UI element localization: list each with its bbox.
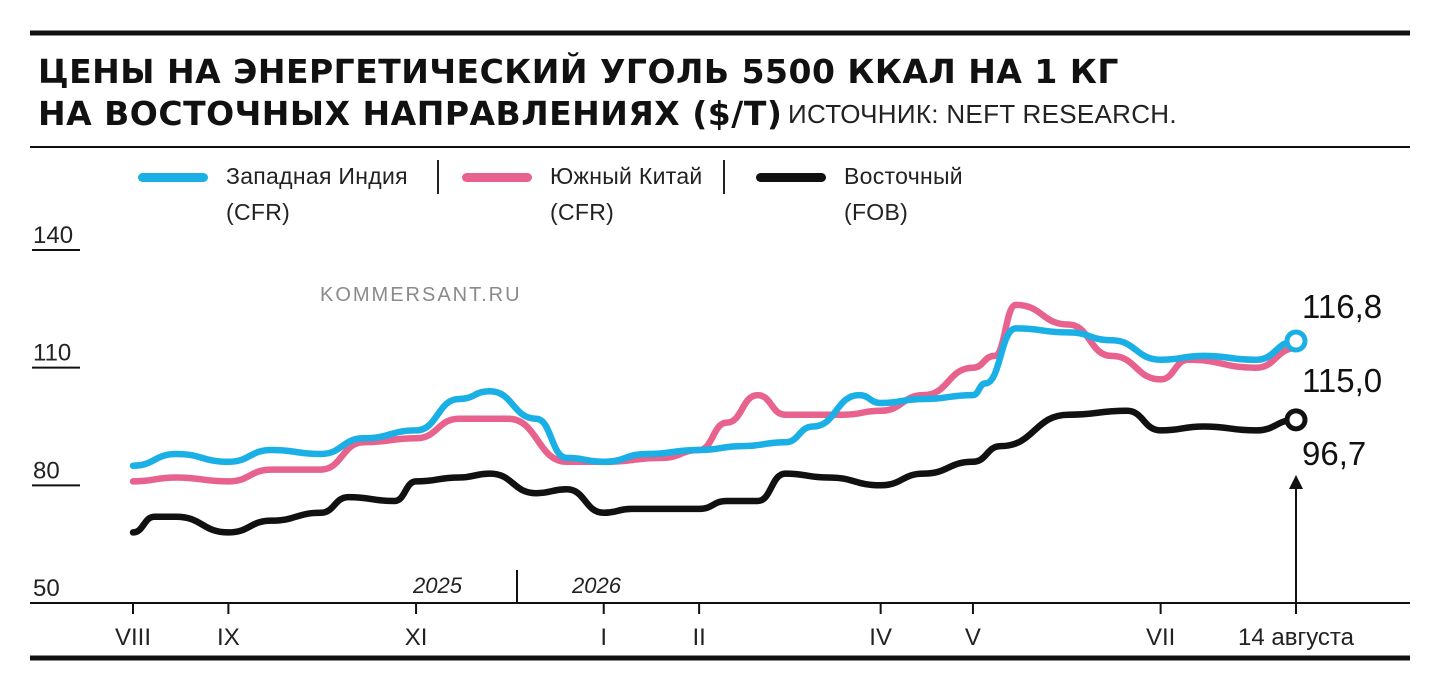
legend-sub: (FOB) [844, 199, 909, 225]
arrow-head-icon [1289, 475, 1303, 489]
series-line-2 [129, 407, 1300, 536]
end-marker-2 [1284, 408, 1308, 432]
series-layer [129, 301, 1300, 536]
legend-label-eastern: Восточный (FOB) [844, 158, 963, 230]
source-note: ИСТОЧНИК: NEFT RESEARCH. [788, 99, 1177, 129]
legend-name: Западная Индия [226, 163, 408, 189]
series-line-1 [129, 301, 1300, 485]
x-tick-label: VIII [115, 624, 151, 651]
legend-name: Южный Китай [550, 163, 703, 189]
x-tick-label: II [692, 624, 705, 651]
legend-swatch-west-india [138, 173, 208, 182]
legend-sub: (CFR) [550, 199, 615, 225]
legend-label-south-china: Южный Китай (CFR) [550, 158, 703, 230]
end-label-eastern: 96,7 [1302, 435, 1366, 472]
legend-name: Восточный [844, 163, 963, 189]
x-tick-label: V [965, 624, 981, 651]
legend-swatch-eastern [756, 173, 826, 182]
legend-separator [437, 160, 439, 194]
legend-swatch-south-china [462, 173, 532, 182]
x-tick-label: XI [405, 624, 428, 651]
end-markers [1284, 329, 1308, 432]
y-tick-label: 140 [33, 222, 73, 249]
year-label-2026: 2026 [571, 573, 622, 598]
year-label-2025: 2025 [412, 573, 463, 598]
legend-separator [723, 160, 725, 194]
y-tick-label: 50 [33, 575, 60, 602]
x-axis: VIII IX XI I II IV V VII 14 августа [115, 603, 1355, 651]
watermark: KOMMERSANT.RU [320, 284, 522, 306]
chart-title-line1: ЦЕНЫ НА ЭНЕРГЕТИЧЕСКИЙ УГОЛЬ 5500 ККАЛ Н… [38, 52, 1119, 91]
y-axis: 50 80 110 140 [32, 222, 80, 604]
y-tick-label: 80 [33, 457, 60, 484]
x-tick-label: IX [217, 624, 240, 651]
end-label-west-india: 116,8 [1302, 288, 1382, 325]
series-line-0 [129, 325, 1300, 469]
legend-sub: (CFR) [226, 199, 291, 225]
x-tick-label: VII [1146, 624, 1175, 651]
end-marker-0 [1284, 329, 1308, 353]
chart-title-line2: НА ВОСТОЧНЫХ НАПРАВЛЕНИЯХ ($/Т) [38, 94, 783, 133]
legend-label-west-india: Западная Индия (CFR) [226, 158, 408, 230]
x-tick-label: 14 августа [1238, 624, 1355, 651]
y-tick-label: 110 [33, 340, 71, 367]
end-label-south-china: 115,0 [1302, 362, 1382, 399]
x-tick-label: IV [869, 624, 892, 651]
x-tick-label: I [600, 624, 607, 651]
